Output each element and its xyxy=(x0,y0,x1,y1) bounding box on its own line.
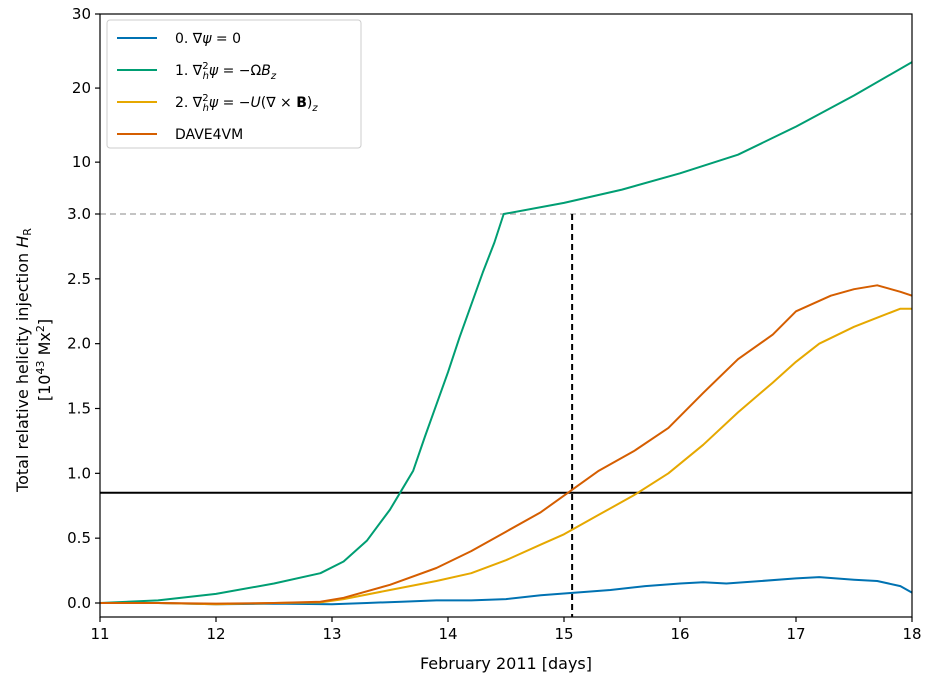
y-tick-label: 1.5 xyxy=(67,400,91,418)
legend-entry-1: 1. ∇2 hψ = −ΩBz xyxy=(175,61,277,82)
legend-box xyxy=(106,19,362,149)
y-axis-label-line2: [1043 Mx2] xyxy=(34,319,54,401)
legend-entry-3: DAVE4VM xyxy=(175,127,243,143)
y-axis-label: Total relative helicity injection HR [10… xyxy=(13,228,54,493)
legend: 0. ∇ψ = 0 1. ∇2 hψ = −ΩBz 2. ∇2 hψ = −U(∇ … xyxy=(106,19,362,149)
x-axis: 11 12 13 14 15 16 17 18 xyxy=(90,617,922,643)
legend-swatches xyxy=(117,37,157,135)
y-tick-label: 3.0 xyxy=(67,205,91,223)
series-line-1 xyxy=(100,61,912,604)
y-tick-label: 2.0 xyxy=(67,335,91,353)
y-axis: 0.0 0.5 1.0 1.5 2.0 2.5 3.0 10 20 30 xyxy=(67,5,100,612)
x-tick-label: 18 xyxy=(902,625,921,643)
x-tick-label: 15 xyxy=(554,625,573,643)
legend-entry-2: 2. ∇2 hψ = −U(∇ × B)z xyxy=(175,93,318,114)
plot-frame xyxy=(99,13,913,618)
y-tick-label: 10 xyxy=(72,153,91,171)
y-tick-label: 0.5 xyxy=(67,529,91,547)
reference-lines xyxy=(100,213,912,617)
plot-area xyxy=(99,13,913,618)
y-tick-label: 0.0 xyxy=(67,594,91,612)
x-tick-label: 11 xyxy=(90,625,109,643)
y-tick-label: 2.5 xyxy=(67,270,91,288)
x-tick-label: 13 xyxy=(322,625,341,643)
legend-entry-0: 0. ∇ψ = 0 xyxy=(175,31,241,47)
x-tick-label: 14 xyxy=(438,625,457,643)
y-tick-label: 30 xyxy=(72,5,91,23)
series-line-2 xyxy=(100,307,912,606)
series-line-0 xyxy=(100,576,912,606)
x-tick-label: 17 xyxy=(786,625,805,643)
x-tick-label: 12 xyxy=(206,625,225,643)
y-tick-label: 1.0 xyxy=(67,464,91,482)
x-axis-label: February 2011 [days] xyxy=(420,654,592,673)
y-axis-label-line1: Total relative helicity injection HR xyxy=(13,228,34,493)
y-tick-label: 20 xyxy=(72,79,91,97)
x-tick-label: 16 xyxy=(670,625,689,643)
series-lines xyxy=(100,61,912,606)
series-line-3 xyxy=(100,284,912,605)
